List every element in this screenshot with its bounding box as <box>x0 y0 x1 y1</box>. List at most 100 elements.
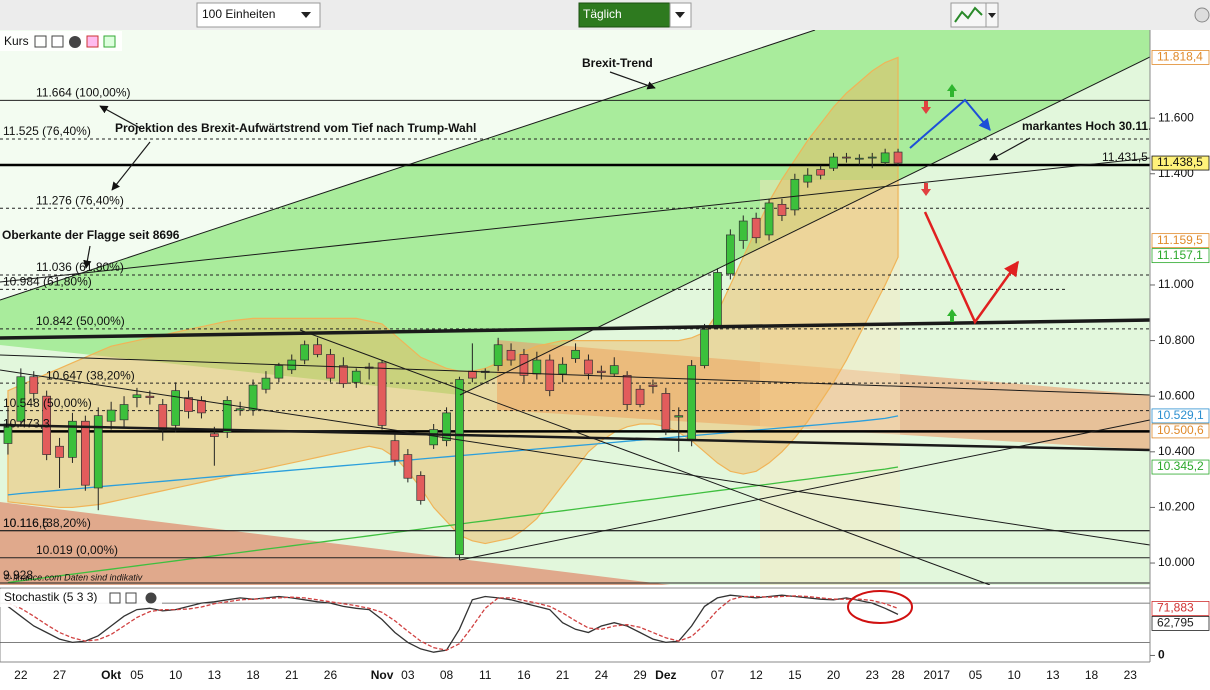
price-marker-label: 11.157,1 <box>1157 248 1203 262</box>
interval-dropdown[interactable] <box>578 2 671 28</box>
candle-body <box>403 454 413 479</box>
candle-body <box>635 388 645 405</box>
x-tick-label: 18 <box>1085 668 1099 682</box>
price-marker-label: 10.500,6 <box>1157 423 1204 437</box>
drawing-tools-icon <box>954 6 983 23</box>
main-data <box>0 56 1150 584</box>
x-tick-label: 10 <box>1007 668 1021 682</box>
x-tick-label: 21 <box>556 668 570 682</box>
indicator-line <box>7 466 899 584</box>
candle-body <box>468 370 477 379</box>
dropdown-arrow <box>301 12 311 18</box>
x-tick-label: 24 <box>595 668 609 682</box>
trend-line <box>299 329 991 585</box>
level-label: 11.525 (76,40%) <box>3 124 91 138</box>
price-marker-label: 11.818,4 <box>1157 50 1203 64</box>
stochastic-line <box>7 595 899 651</box>
trend-line-thick <box>0 423 1150 452</box>
move-up-icon[interactable] <box>103 35 116 48</box>
candle-body <box>248 384 258 411</box>
level-label: 10.548 (50,00%) <box>3 396 92 410</box>
pane-header <box>0 589 162 607</box>
dropdown-arrow <box>988 13 996 18</box>
candle-body <box>106 409 116 422</box>
x-tick-label: 16 <box>517 668 531 682</box>
annotation-arrow <box>99 105 141 129</box>
pane-title: Kurs <box>4 34 29 48</box>
candle-body <box>493 344 503 366</box>
settings-icon[interactable] <box>109 592 121 604</box>
settings-button[interactable] <box>1194 7 1210 23</box>
candle-body <box>558 363 568 375</box>
stochastic-data <box>0 594 1150 653</box>
candle-body <box>661 393 671 430</box>
price-marker <box>1151 50 1210 65</box>
x-tick-label: 18 <box>246 668 260 682</box>
x-tick-label: 07 <box>711 668 725 682</box>
price-marker <box>1151 233 1210 249</box>
y-tick-label: 10.000 <box>1158 555 1195 569</box>
price-marker-label: 11.438,5 <box>1157 155 1203 169</box>
candle-body <box>790 178 800 211</box>
units-dropdown[interactable] <box>196 2 321 28</box>
x-tick-label: 28 <box>891 668 905 682</box>
candle-body <box>377 362 387 426</box>
candle-body <box>184 397 193 412</box>
price-marker <box>1151 408 1210 424</box>
candle-body <box>687 365 697 442</box>
close-icon[interactable] <box>69 36 81 48</box>
candle-body <box>390 440 400 461</box>
level-label: 10.984 (61,80%) <box>3 275 92 289</box>
x-tick-label: 2017 <box>923 668 950 682</box>
candle-body <box>197 400 206 414</box>
trend-line <box>0 354 1150 396</box>
level-label: 9.928 <box>3 568 33 582</box>
candle-body <box>80 420 90 486</box>
interval-label: Täglich <box>583 7 622 21</box>
level-label: 10.647 (38,20%) <box>46 368 135 382</box>
window-icon[interactable] <box>125 592 137 604</box>
candle-body <box>803 174 813 183</box>
candle-body <box>532 359 542 375</box>
annotation-arrow <box>989 137 1031 161</box>
candle-body <box>442 412 451 442</box>
level-label: 11.036 (61,80%) <box>36 260 124 274</box>
annotation: Projektion des Brexit-Aufwärtstrend vom … <box>115 121 476 135</box>
candle-body <box>842 156 851 159</box>
price-marker <box>1151 423 1210 439</box>
level-label: 10.116 (38,20%) <box>3 516 91 530</box>
candle-body <box>584 359 593 375</box>
candle-body <box>351 370 361 383</box>
move-down-icon[interactable] <box>86 35 99 48</box>
candle-body <box>429 429 438 446</box>
y-tick-label: 0 <box>1158 648 1165 662</box>
annotation: Oberkante der Flagge seit 8696 <box>2 228 180 242</box>
candle-body <box>29 376 39 394</box>
drawing-region <box>0 502 670 585</box>
x-tick-label: 05 <box>130 668 144 682</box>
stochastic-line <box>7 594 899 653</box>
x-tick-label: 20 <box>827 668 841 682</box>
candle-body <box>132 394 142 398</box>
y-tick-label: 10.200 <box>1158 500 1195 514</box>
close-icon[interactable] <box>145 592 157 604</box>
main-labels: 11.664 (100,00%) 11.525 (76,40%) 11.431,5 1… <box>2 56 1151 582</box>
settings-icon[interactable] <box>34 35 47 48</box>
x-tick-label: 23 <box>1124 668 1138 682</box>
candle-body <box>829 156 838 169</box>
window-icon[interactable] <box>51 35 64 48</box>
candle-body <box>674 415 684 418</box>
candle-body <box>596 370 606 373</box>
y-tick-label: 11.000 <box>1158 277 1194 291</box>
candle-body <box>313 344 322 355</box>
price-marker <box>1151 616 1210 631</box>
y-tick-label: 10.600 <box>1158 388 1195 402</box>
brexit-channel <box>0 30 1150 395</box>
level-label: 11.664 (100,00%) <box>36 86 131 100</box>
x-tick-label: 29 <box>633 668 647 682</box>
main-pane <box>0 30 1150 585</box>
level-label: 11.431,5 <box>1102 150 1148 164</box>
x-tick-label: 08 <box>440 668 454 682</box>
price-marker-label: 10.345,2 <box>1157 459 1204 473</box>
x-tick-label: Okt <box>101 668 121 682</box>
